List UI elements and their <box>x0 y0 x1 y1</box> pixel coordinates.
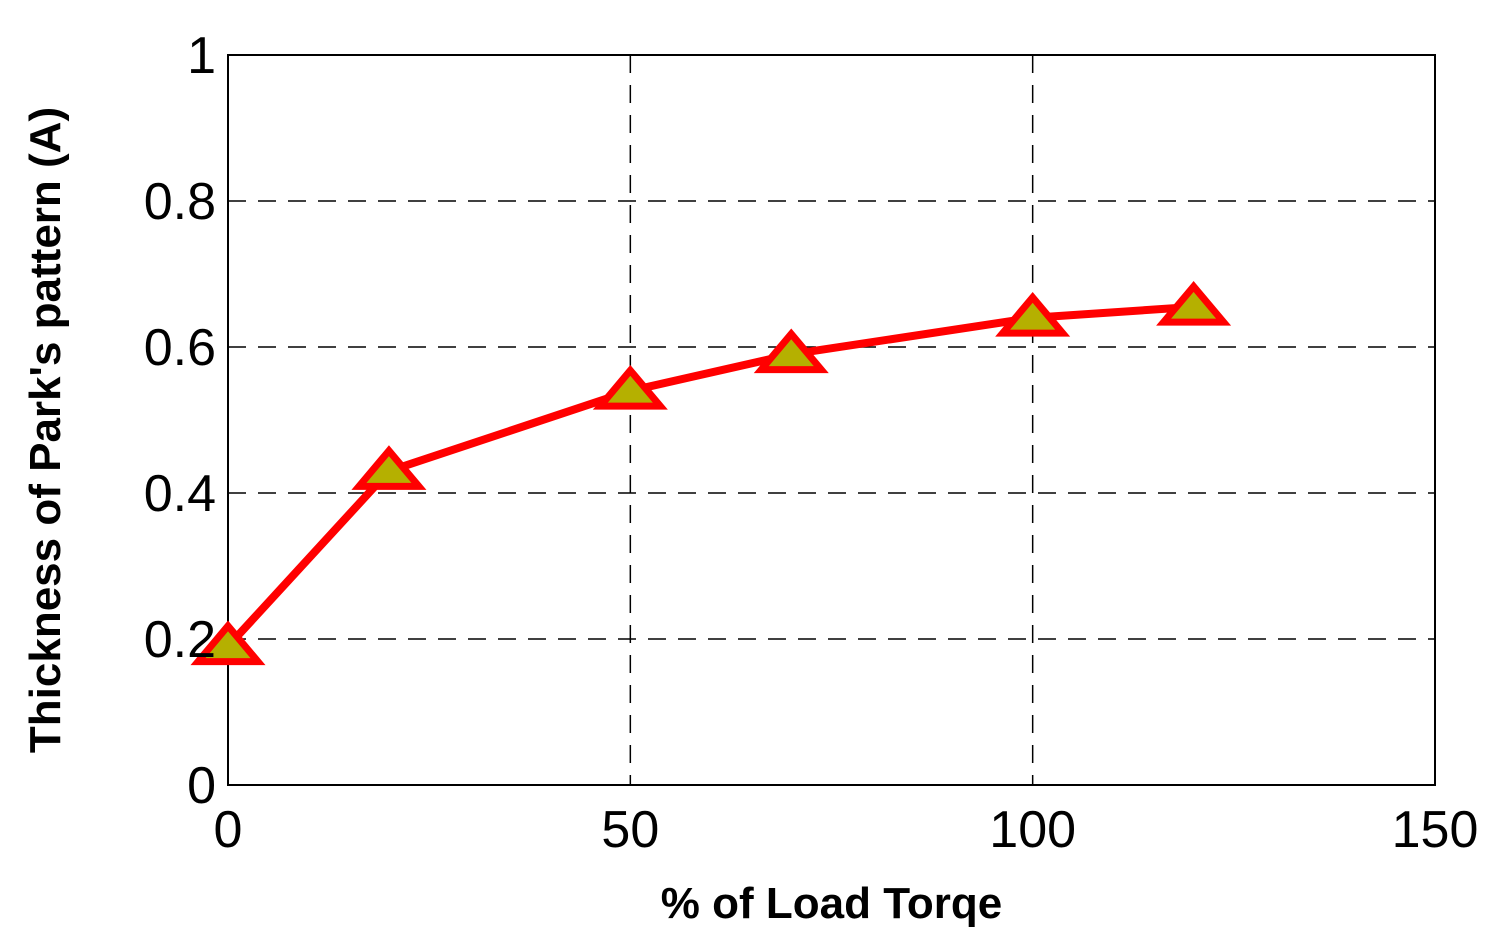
x-axis-ticks: 0 50 100 150 <box>214 801 1479 859</box>
x-axis-label: % of Load Torqe <box>661 879 1002 928</box>
data-point-marker <box>592 364 668 410</box>
y-tick-label: 0.2 <box>144 611 216 669</box>
data-point-marker <box>995 291 1071 337</box>
y-tick-label: 0.4 <box>144 465 216 523</box>
series-line <box>225 302 1194 650</box>
plot-area-frame <box>227 54 1436 786</box>
x-tick-label: 50 <box>601 801 659 859</box>
y-tick-label: 0.8 <box>144 173 216 231</box>
data-point-marker <box>190 620 266 666</box>
data-point-marker <box>1156 281 1232 326</box>
x-tick-label: 100 <box>989 801 1076 859</box>
y-axis-ticks: 0 0.2 0.4 0.6 0.8 1 <box>144 27 216 815</box>
data-point-marker <box>351 445 427 490</box>
grid-lines <box>228 55 1435 785</box>
y-tick-label: 0 <box>187 757 216 815</box>
data-point-marker <box>753 328 829 374</box>
y-tick-label: 0.6 <box>144 319 216 377</box>
y-axis-label: Thickness of Park's pattern (A) <box>21 107 70 753</box>
x-tick-label: 150 <box>1392 801 1479 859</box>
series-layer <box>190 281 1232 666</box>
x-tick-label: 0 <box>214 801 243 859</box>
y-tick-label: 1 <box>187 27 216 85</box>
